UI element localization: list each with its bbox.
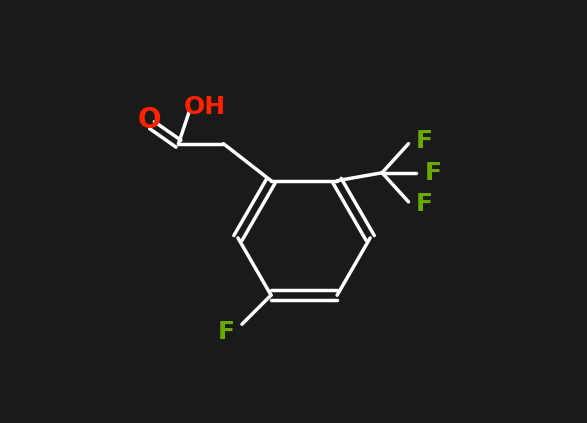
Text: OH: OH xyxy=(184,95,226,119)
Text: F: F xyxy=(425,161,442,185)
Text: O: O xyxy=(138,106,161,134)
Text: F: F xyxy=(416,192,433,217)
Text: F: F xyxy=(218,320,235,344)
Text: F: F xyxy=(416,129,433,153)
